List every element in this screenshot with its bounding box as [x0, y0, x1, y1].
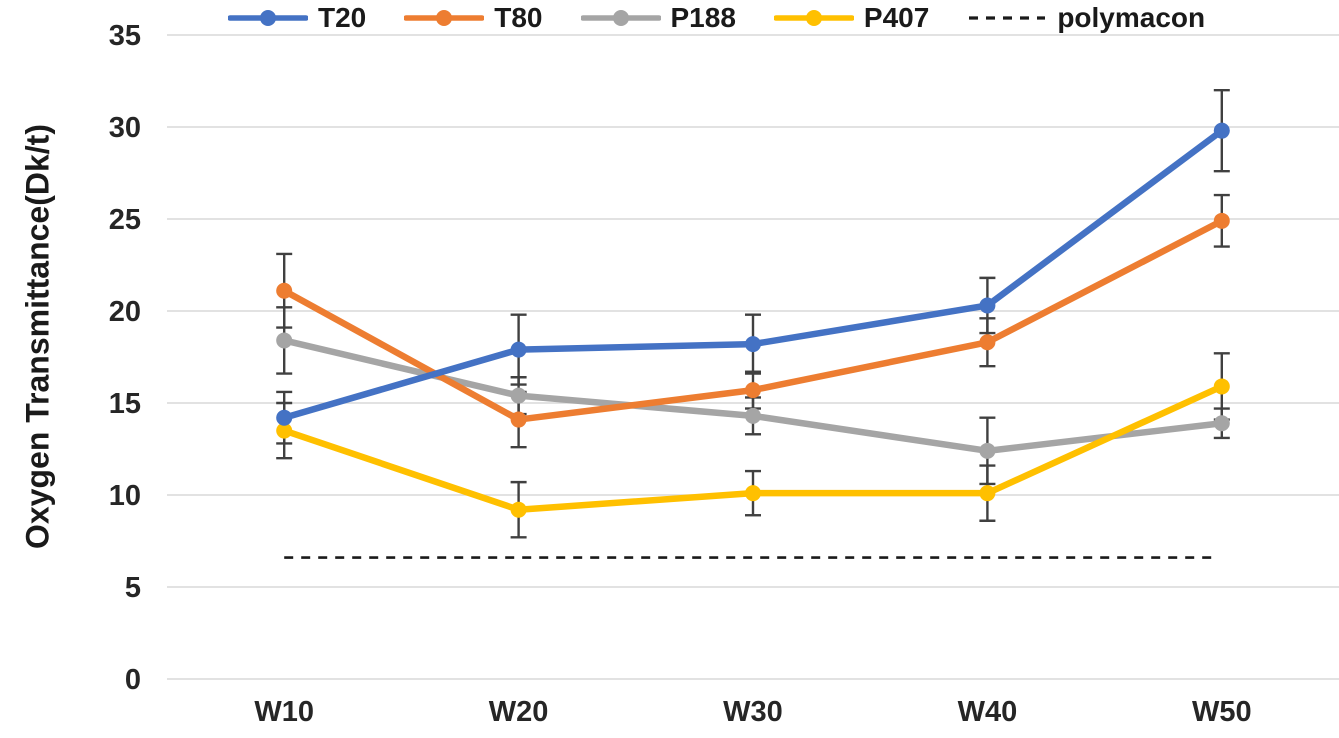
y-tick-label-5: 5: [125, 572, 141, 604]
y-tick-label-10: 10: [109, 480, 141, 512]
legend-item-polymacon: polymacon: [967, 2, 1205, 34]
legend-label: P188: [670, 2, 736, 33]
data-point-T80-W30: [745, 382, 761, 399]
data-point-T80-W50: [1213, 212, 1230, 229]
x-tick-label-W10: W10: [254, 696, 314, 728]
x-tick-label-W30: W30: [723, 696, 783, 728]
data-point-P407-W20: [510, 501, 527, 518]
legend: T20 T80 P188 P407 polymacon: [228, 2, 1205, 34]
legend-item-p188: P188: [580, 2, 736, 34]
legend-swatch-t80: [404, 10, 485, 26]
data-point-T20-W50: [1213, 122, 1230, 139]
data-point-P407-W10: [276, 422, 293, 439]
data-point-P188-W20: [510, 387, 527, 404]
data-point-T80-W10: [276, 282, 293, 299]
data-point-T20-W10: [276, 409, 293, 426]
legend-label: polymacon: [1057, 2, 1206, 33]
y-tick-label-20: 20: [109, 296, 141, 328]
legend-swatch-t20: [228, 10, 308, 26]
legend-swatch-polymacon: [969, 16, 1046, 20]
x-tick-label-W40: W40: [958, 696, 1018, 728]
data-point-T80-W20: [510, 411, 527, 428]
x-tick-label-W50: W50: [1192, 696, 1252, 728]
y-tick-label-30: 30: [109, 112, 141, 144]
legend-item-p407: P407: [773, 2, 930, 34]
y-tick-label-25: 25: [109, 204, 141, 236]
data-point-T20-W30: [745, 336, 761, 353]
y-tick-label-35: 35: [109, 20, 141, 52]
legend-label: P407: [863, 2, 930, 33]
data-point-P407-W30: [745, 485, 761, 502]
legend-swatch-p407: [773, 10, 854, 26]
data-point-P407-W40: [979, 485, 996, 502]
data-point-T20-W40: [979, 297, 996, 314]
data-point-P407-W50: [1213, 378, 1230, 395]
x-tick-label-W20: W20: [489, 696, 549, 728]
legend-item-t20: T20: [228, 2, 366, 34]
legend-item-t80: T80: [404, 2, 543, 34]
data-point-P188-W40: [979, 442, 996, 459]
legend-label: T20: [318, 2, 367, 33]
legend-label: T80: [494, 2, 543, 33]
legend-swatch-p188: [580, 10, 661, 26]
data-point-P188-W30: [745, 407, 761, 424]
y-tick-label-0: 0: [125, 664, 141, 696]
data-point-P188-W10: [276, 332, 293, 349]
data-point-T20-W20: [510, 341, 527, 358]
data-point-P188-W50: [1213, 415, 1230, 432]
data-point-T80-W40: [979, 334, 996, 351]
y-tick-label-15: 15: [109, 388, 141, 420]
